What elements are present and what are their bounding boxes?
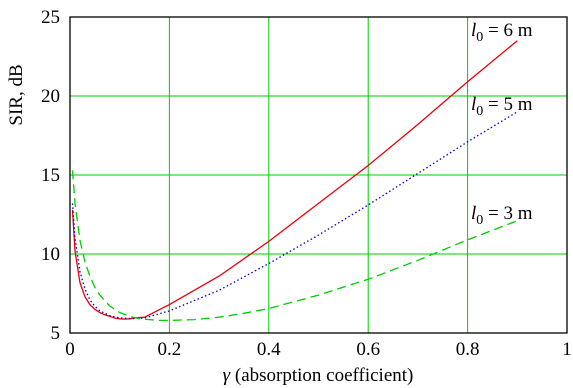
x-tick-labels: 0 0.2 0.4 0.6 0.8 1 [65,339,572,360]
x-tick-label: 0.2 [158,339,182,360]
series-line-6m [71,40,518,320]
plot-frame [69,16,568,334]
series-labels: l0 = 6 m l0 = 5 m l0 = 3 m [471,20,533,228]
y-tick-label: 15 [41,165,60,186]
y-tick-label: 10 [41,244,60,265]
x-tick-label: 0.8 [456,339,480,360]
series-lines [71,40,518,322]
series-line-5m [71,111,518,320]
x-tick-label: 0.4 [257,339,281,360]
y-tick-label: 25 [41,7,60,28]
x-tick-label: 1 [562,339,572,360]
x-tick-label: 0 [65,339,75,360]
y-tick-label: 5 [51,323,61,344]
series-label-5m: l0 = 5 m [471,94,533,119]
series-label-3m: l0 = 3 m [471,203,533,228]
y-axis-title: SIR, dB [6,64,27,125]
y-tick-label: 20 [41,86,60,107]
series-label-6m: l0 = 6 m [471,20,533,45]
y-tick-labels: 5 10 15 20 25 [41,7,60,344]
series-line-3m [71,170,518,322]
grid-lines [70,17,567,333]
x-axis-title: γ (absorption coefficient) [223,365,414,386]
x-tick-label: 0.6 [356,339,380,360]
